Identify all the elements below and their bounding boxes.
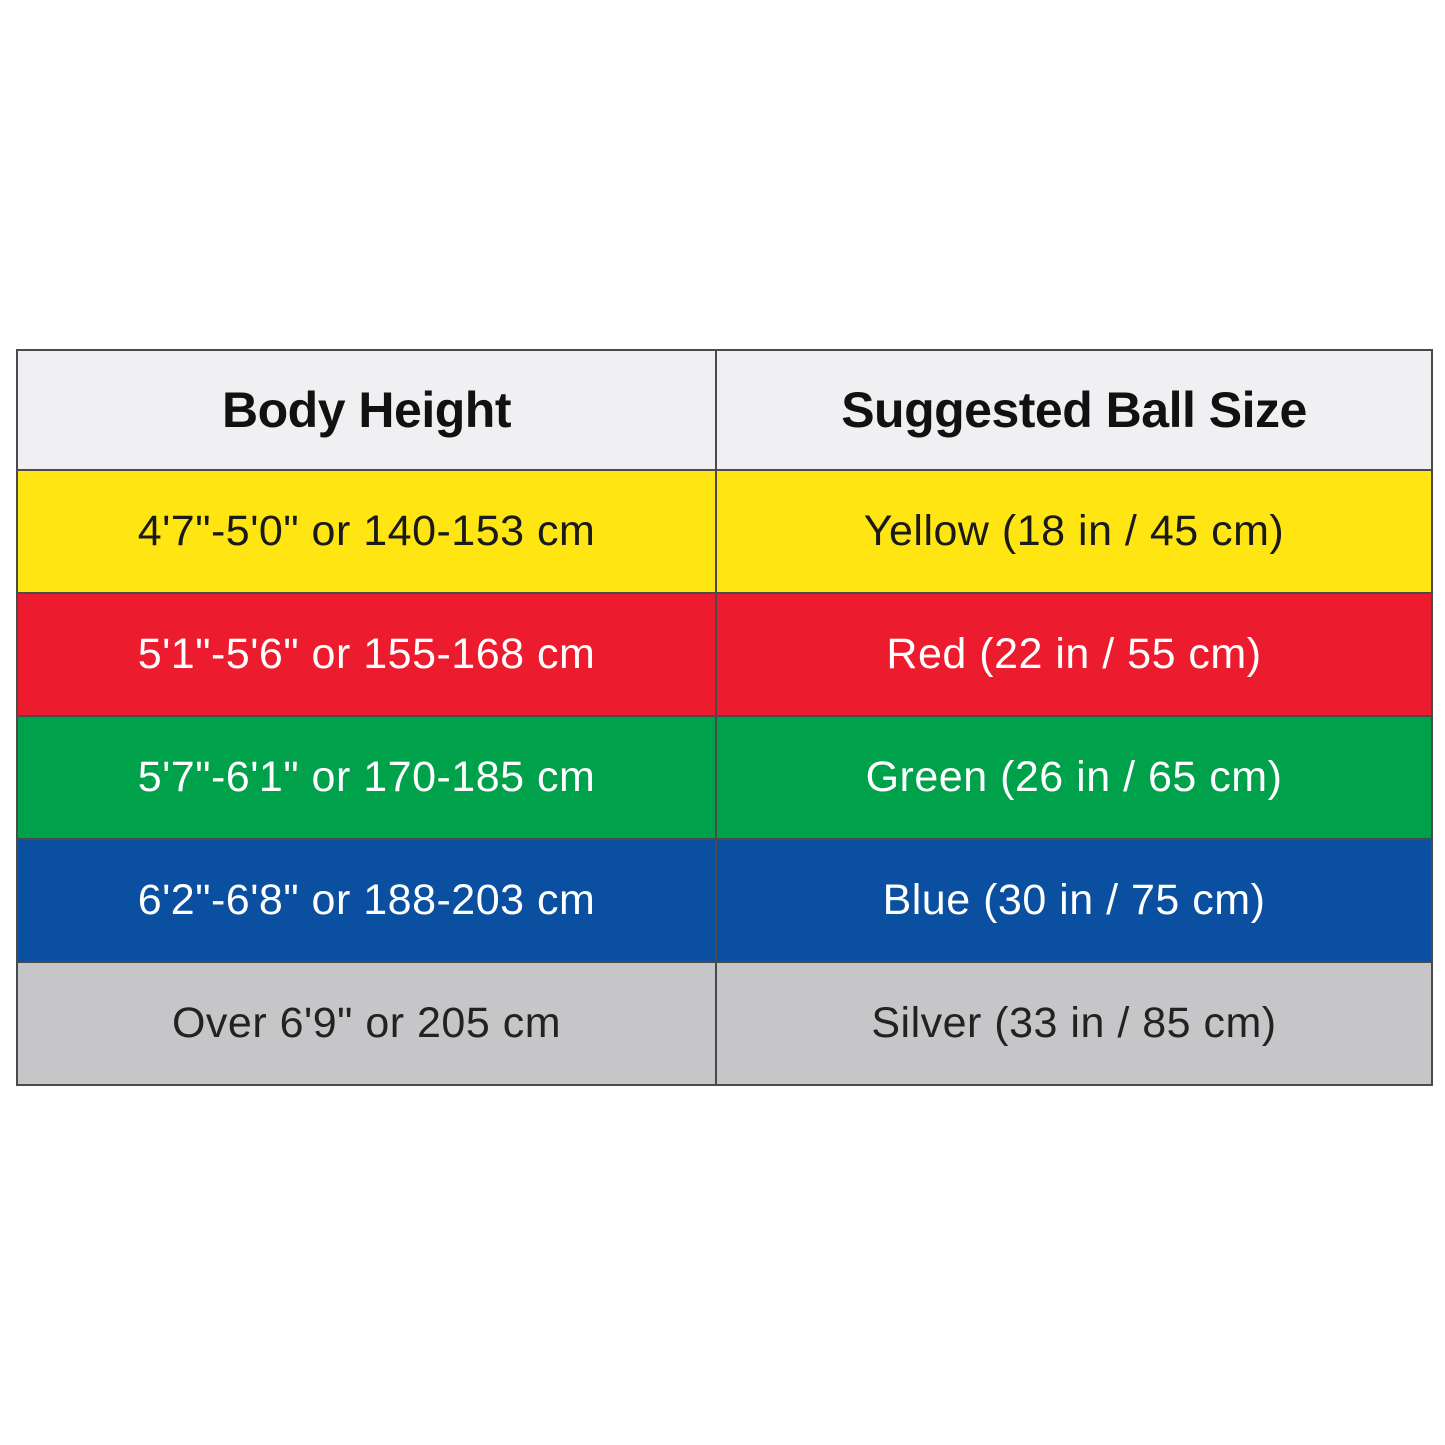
header-suggested-ball-size: Suggested Ball Size (715, 349, 1433, 471)
ball-size-cell: Blue (30 in / 75 cm) (715, 838, 1433, 963)
table-row-green: 5'7"-6'1" or 170-185 cm Green (26 in / 6… (16, 715, 1433, 840)
table-row-yellow: 4'7"-5'0" or 140-153 cm Yellow (18 in / … (16, 469, 1433, 594)
body-height-cell: 5'1"-5'6" or 155-168 cm (16, 592, 717, 717)
body-height-cell: 6'2"-6'8" or 188-203 cm (16, 838, 717, 963)
body-height-cell: Over 6'9" or 205 cm (16, 961, 717, 1086)
body-height-cell: 4'7"-5'0" or 140-153 cm (16, 469, 717, 594)
body-height-cell: 5'7"-6'1" or 170-185 cm (16, 715, 717, 840)
ball-size-cell: Yellow (18 in / 45 cm) (715, 469, 1433, 594)
header-row: Body Height Suggested Ball Size (16, 349, 1433, 471)
table-row-silver: Over 6'9" or 205 cm Silver (33 in / 85 c… (16, 961, 1433, 1086)
table-row-blue: 6'2"-6'8" or 188-203 cm Blue (30 in / 75… (16, 838, 1433, 963)
table-row-red: 5'1"-5'6" or 155-168 cm Red (22 in / 55 … (16, 592, 1433, 717)
ball-size-cell: Green (26 in / 65 cm) (715, 715, 1433, 840)
header-body-height: Body Height (16, 349, 717, 471)
ball-size-cell: Silver (33 in / 85 cm) (715, 961, 1433, 1086)
ball-size-cell: Red (22 in / 55 cm) (715, 592, 1433, 717)
ball-size-table: Body Height Suggested Ball Size 4'7"-5'0… (16, 349, 1433, 1086)
